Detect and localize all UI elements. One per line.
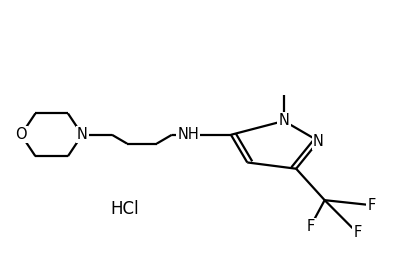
Text: HCl: HCl bbox=[111, 200, 139, 218]
Text: F: F bbox=[353, 225, 361, 240]
Text: O: O bbox=[15, 127, 27, 142]
Text: N: N bbox=[77, 127, 88, 142]
Text: F: F bbox=[368, 198, 376, 213]
Text: NH: NH bbox=[177, 127, 199, 142]
Text: N: N bbox=[278, 113, 290, 128]
Text: F: F bbox=[306, 219, 315, 234]
Text: N: N bbox=[313, 134, 324, 149]
